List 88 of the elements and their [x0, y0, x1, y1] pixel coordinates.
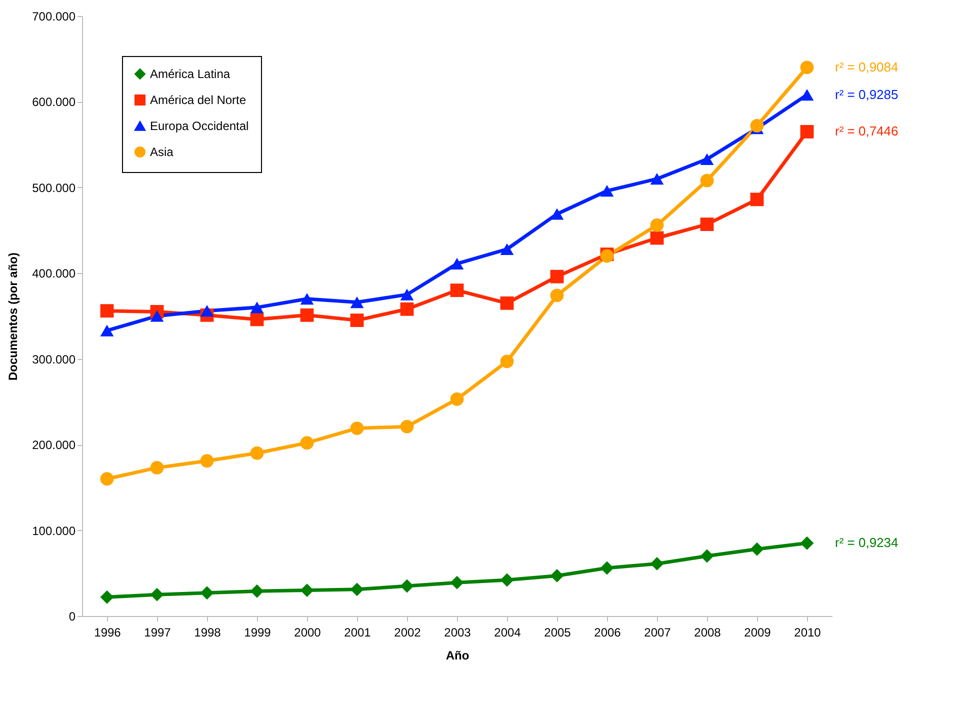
point	[500, 243, 514, 255]
x-tick-label: 1996	[94, 626, 122, 640]
point	[300, 436, 314, 450]
point	[350, 296, 364, 308]
x-tick-label: 2001	[344, 626, 372, 640]
point	[550, 288, 564, 302]
x-tick-label: 1999	[244, 626, 272, 640]
point	[600, 185, 614, 197]
point	[300, 308, 314, 322]
point	[100, 590, 114, 604]
x-tick-label: 2004	[494, 626, 522, 640]
point	[200, 454, 214, 468]
x-tick-label: 1997	[144, 626, 172, 640]
point	[650, 231, 664, 245]
point	[750, 542, 764, 556]
annotation: r² = 0,9084	[835, 59, 898, 74]
point	[650, 218, 664, 232]
x-tick-label: 2008	[694, 626, 722, 640]
point	[750, 192, 764, 206]
y-axis-title: Documentos (por año)	[6, 252, 20, 380]
point	[800, 536, 814, 550]
point	[250, 584, 264, 598]
x-tick-label: 2006	[594, 626, 622, 640]
y-tick-label: 300.000	[32, 352, 76, 366]
point	[200, 586, 214, 600]
point	[650, 173, 664, 185]
y-tick-label: 700.000	[32, 10, 76, 24]
point	[350, 422, 364, 435]
legend-label: Europa Occidental	[150, 119, 249, 133]
y-tick-label: 500.000	[32, 180, 76, 195]
x-tick-label: 2010	[794, 626, 822, 640]
x-tick-label: 1998	[194, 626, 222, 640]
point	[450, 392, 464, 406]
point	[700, 218, 714, 231]
point	[450, 576, 464, 590]
x-tick-label: 2007	[644, 626, 672, 640]
point	[300, 293, 314, 305]
legend-label: Asia	[150, 145, 174, 159]
x-tick-label: 2003	[444, 626, 472, 640]
point	[250, 312, 264, 326]
point	[400, 420, 414, 434]
point	[150, 588, 164, 602]
point	[800, 125, 814, 138]
y-tick-label: 200.000	[32, 438, 76, 452]
x-tick-label: 2002	[394, 626, 422, 640]
point	[100, 304, 114, 318]
legend-label: América Latina	[150, 67, 230, 81]
x-tick-label: 2009	[744, 626, 772, 640]
point	[350, 314, 364, 327]
y-tick-label: 100.000	[32, 524, 76, 538]
point	[650, 557, 664, 570]
legend-label: América del Norte	[150, 93, 246, 107]
x-tick-label: 2000	[294, 626, 322, 640]
point	[100, 472, 114, 486]
x-axis-title: Año	[446, 648, 470, 662]
point	[700, 153, 714, 165]
point	[550, 270, 564, 284]
annotation: r² = 0,9285	[835, 86, 898, 102]
point	[800, 60, 814, 74]
point	[150, 310, 164, 322]
point	[700, 174, 714, 188]
point	[450, 258, 464, 270]
point	[200, 305, 214, 317]
point	[700, 549, 714, 563]
point	[500, 354, 514, 368]
annotation: r² = 0,9234	[835, 535, 898, 550]
point	[400, 288, 414, 300]
point	[600, 561, 614, 575]
point	[150, 461, 164, 474]
x-tick-label: 2005	[544, 626, 572, 640]
point	[500, 573, 514, 587]
point	[500, 296, 514, 310]
point	[750, 119, 764, 132]
point	[250, 302, 264, 314]
y-tick-label: 400.000	[32, 266, 76, 281]
y-tick-label: 0	[68, 610, 76, 624]
point	[450, 284, 464, 297]
point	[100, 324, 114, 336]
point	[800, 89, 814, 101]
annotation: r² = 0,7446	[835, 124, 898, 139]
y-tick-label: 600.000	[32, 95, 76, 110]
point	[300, 584, 314, 597]
point	[550, 569, 564, 582]
point	[400, 302, 414, 316]
point	[350, 582, 364, 596]
point	[400, 579, 414, 593]
point	[250, 446, 264, 460]
point	[550, 208, 564, 220]
